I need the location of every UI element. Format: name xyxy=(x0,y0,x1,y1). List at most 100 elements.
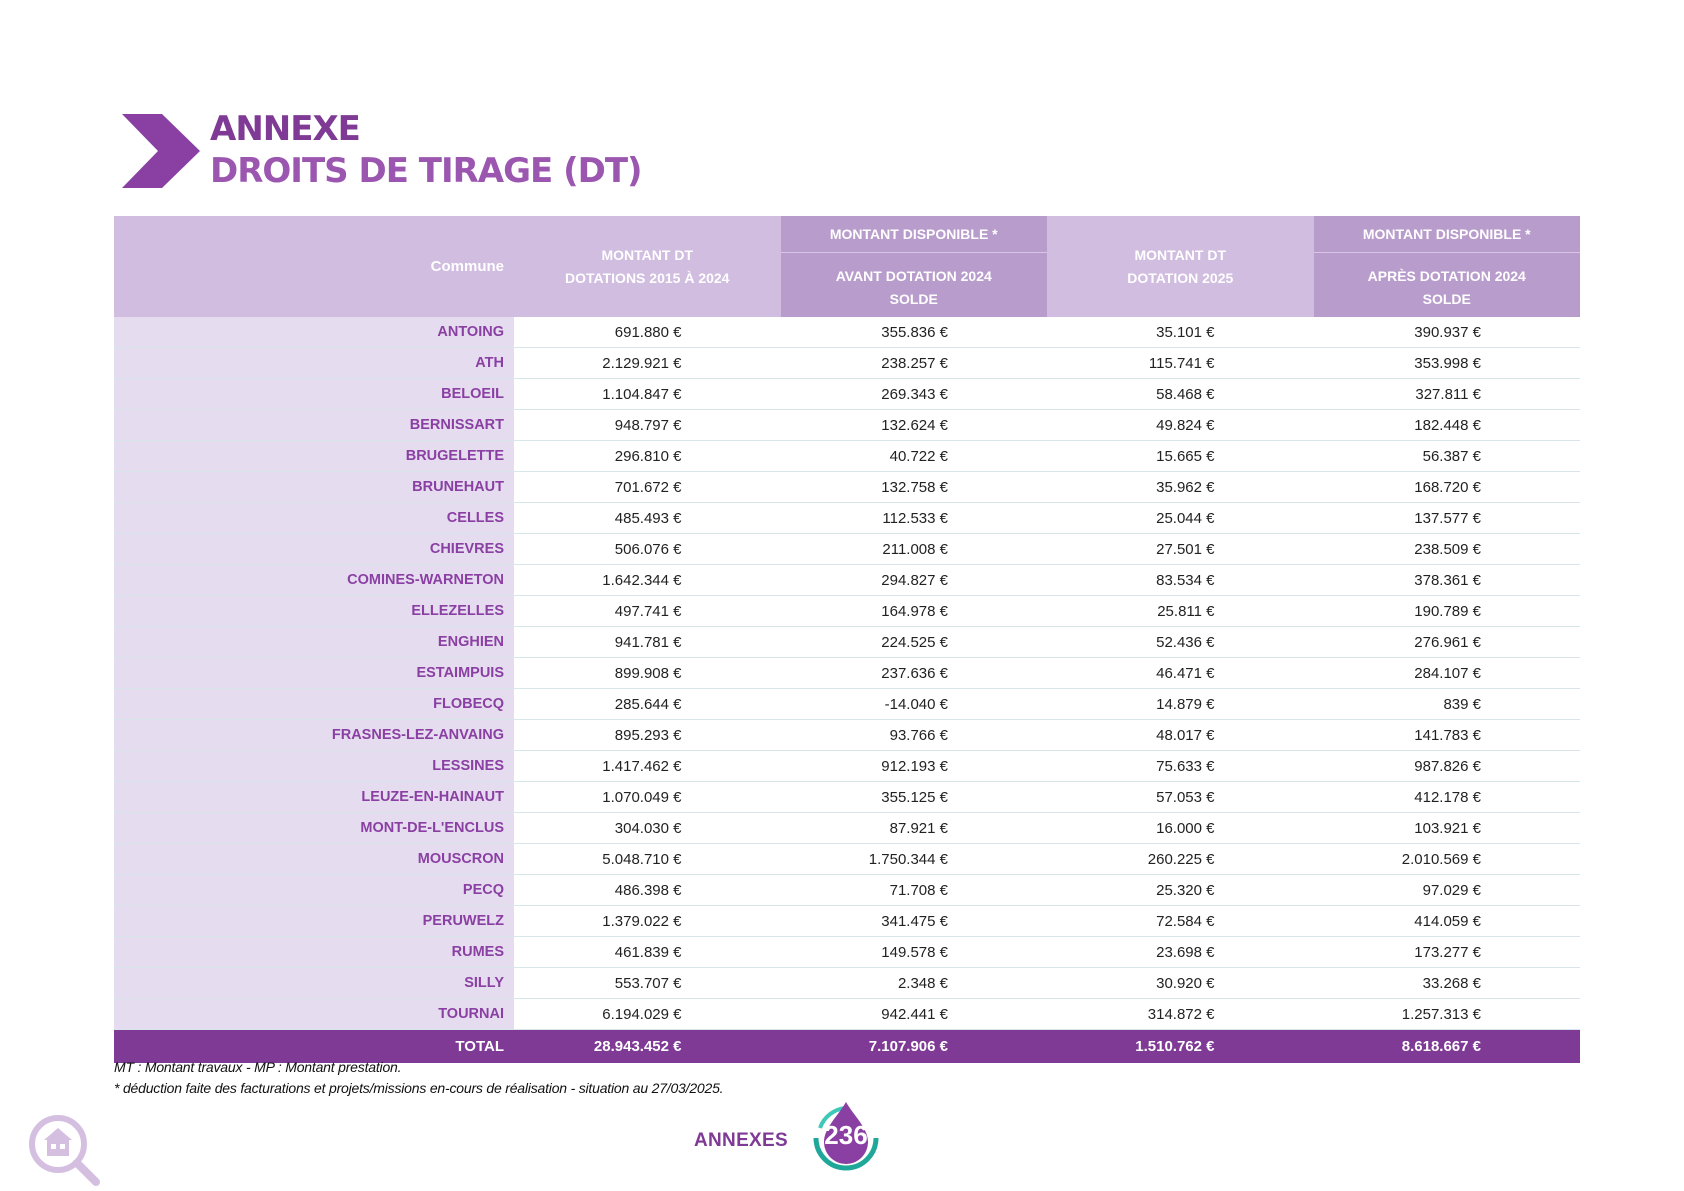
table-row: PECQ 486.398 €71.708 €25.320 €97.029 € xyxy=(114,874,1580,906)
amount-cell: 1.417.462 € xyxy=(514,750,781,782)
amount-cell: 72.584 € xyxy=(1047,905,1314,937)
amount-cell: 341.475 € xyxy=(780,905,1047,937)
amount-cell: 132.624 € xyxy=(780,409,1047,441)
commune-name: ATH xyxy=(114,347,514,379)
table-body: ANTOING 691.880 €355.836 €35.101 €390.937… xyxy=(114,317,1580,1030)
table-row: ANTOING 691.880 €355.836 €35.101 €390.937… xyxy=(114,317,1580,348)
amount-cell: 353.998 € xyxy=(1313,347,1580,379)
commune-name: ESTAIMPUIS xyxy=(114,657,514,689)
amount-cell: 912.193 € xyxy=(780,750,1047,782)
amount-cell: 173.277 € xyxy=(1313,936,1580,968)
commune-name: PERUWELZ xyxy=(114,905,514,937)
header-commune: Commune xyxy=(114,216,514,317)
amount-cell: 15.665 € xyxy=(1047,440,1314,472)
title-line-1: ANNEXE xyxy=(210,109,361,149)
amount-cell: 224.525 € xyxy=(780,626,1047,658)
table-row: LESSINES 1.417.462 €912.193 €75.633 €987.… xyxy=(114,750,1580,782)
amount-cell: 25.044 € xyxy=(1047,502,1314,534)
header-col2-top: MONTANT DISPONIBLE * xyxy=(780,216,1047,253)
amount-cell: 461.839 € xyxy=(514,936,781,968)
amount-cell: 14.879 € xyxy=(1047,688,1314,720)
amount-cell: 412.178 € xyxy=(1313,781,1580,813)
amount-cell: 5.048.710 € xyxy=(514,843,781,875)
amount-cell: 49.824 € xyxy=(1047,409,1314,441)
commune-name: COMINES-WARNETON xyxy=(114,564,514,596)
amount-cell: 276.961 € xyxy=(1313,626,1580,658)
total-row: TOTAL 28.943.452 € 7.107.906 € 1.510.762… xyxy=(114,1029,1580,1063)
amount-cell: 260.225 € xyxy=(1047,843,1314,875)
commune-name: CELLES xyxy=(114,502,514,534)
commune-name: TOURNAI xyxy=(114,998,514,1030)
amount-cell: 486.398 € xyxy=(514,874,781,906)
amount-cell: 285.644 € xyxy=(514,688,781,720)
amount-cell: 182.448 € xyxy=(1313,409,1580,441)
commune-name: ENGHIEN xyxy=(114,626,514,658)
table-row: MONT-DE-L'ENCLUS 304.030 €87.921 €16.000 … xyxy=(114,812,1580,844)
commune-name: BRUNEHAUT xyxy=(114,471,514,503)
amount-cell: 58.468 € xyxy=(1047,378,1314,410)
amount-cell: 294.827 € xyxy=(780,564,1047,596)
page-number: 236 xyxy=(824,1120,868,1150)
table-row: FRASNES-LEZ-ANVAING 895.293 €93.766 €48.0… xyxy=(114,719,1580,751)
table-row: ELLEZELLES 497.741 €164.978 €25.811 €190.… xyxy=(114,595,1580,627)
footnotes: MT : Montant travaux - MP : Montant pres… xyxy=(114,1057,724,1099)
header-col1: MONTANT DT DOTATIONS 2015 À 2024 xyxy=(514,216,781,317)
total-col2: 7.107.906 € xyxy=(780,1029,1047,1063)
table-row: COMINES-WARNETON 1.642.344 €294.827 €83.5… xyxy=(114,564,1580,596)
total-col1: 28.943.452 € xyxy=(514,1029,781,1063)
commune-name: ANTOING xyxy=(114,317,514,348)
table-row: CHIEVRES 506.076 €211.008 €27.501 €238.50… xyxy=(114,533,1580,565)
amount-cell: 899.908 € xyxy=(514,657,781,689)
commune-name: MOUSCRON xyxy=(114,843,514,875)
header-col2: AVANT DOTATION 2024 SOLDE xyxy=(780,252,1047,317)
amount-cell: 691.880 € xyxy=(514,317,781,348)
table-row: BRUNEHAUT 701.672 €132.758 €35.962 €168.7… xyxy=(114,471,1580,503)
amount-cell: 839 € xyxy=(1313,688,1580,720)
amount-cell: 137.577 € xyxy=(1313,502,1580,534)
amount-cell: 164.978 € xyxy=(780,595,1047,627)
home-search-icon[interactable] xyxy=(26,1112,102,1188)
commune-name: RUMES xyxy=(114,936,514,968)
table-row: ESTAIMPUIS 899.908 €237.636 €46.471 €284.… xyxy=(114,657,1580,689)
amount-cell: 75.633 € xyxy=(1047,750,1314,782)
amount-cell: 553.707 € xyxy=(514,967,781,999)
header-col3: MONTANT DT DOTATION 2025 xyxy=(1047,216,1314,317)
amount-cell: 27.501 € xyxy=(1047,533,1314,565)
table-row: BELOEIL 1.104.847 €269.343 €58.468 €327.8… xyxy=(114,378,1580,410)
amount-cell: 948.797 € xyxy=(514,409,781,441)
amount-cell: 211.008 € xyxy=(780,533,1047,565)
amount-cell: 506.076 € xyxy=(514,533,781,565)
amount-cell: 23.698 € xyxy=(1047,936,1314,968)
chevron-right-icon xyxy=(122,114,200,188)
amount-cell: 701.672 € xyxy=(514,471,781,503)
amount-cell: 237.636 € xyxy=(780,657,1047,689)
amount-cell: 414.059 € xyxy=(1313,905,1580,937)
commune-name: ELLEZELLES xyxy=(114,595,514,627)
amount-cell: 2.129.921 € xyxy=(514,347,781,379)
table-row: BRUGELETTE 296.810 €40.722 €15.665 €56.38… xyxy=(114,440,1580,472)
amount-cell: 269.343 € xyxy=(780,378,1047,410)
footnote-deduction: * déduction faite des facturations et pr… xyxy=(114,1080,724,1096)
header-col4-top: MONTANT DISPONIBLE * xyxy=(1313,216,1580,253)
amount-cell: 327.811 € xyxy=(1313,378,1580,410)
amount-cell: 1.379.022 € xyxy=(514,905,781,937)
table-row: FLOBECQ 285.644 € -14.040 €14.879 €839 € xyxy=(114,688,1580,720)
commune-name: PECQ xyxy=(114,874,514,906)
table-row: BERNISSART 948.797 €132.624 €49.824 €182.… xyxy=(114,409,1580,441)
amount-cell: 2.010.569 € xyxy=(1313,843,1580,875)
total-col4: 8.618.667 € xyxy=(1313,1029,1580,1063)
amount-cell: 93.766 € xyxy=(780,719,1047,751)
amount-cell: 238.509 € xyxy=(1313,533,1580,565)
amount-cell: 141.783 € xyxy=(1313,719,1580,751)
amount-cell: 56.387 € xyxy=(1313,440,1580,472)
amount-cell: 941.781 € xyxy=(514,626,781,658)
amount-cell: 71.708 € xyxy=(780,874,1047,906)
amount-cell: 30.920 € xyxy=(1047,967,1314,999)
amount-cell: 1.257.313 € xyxy=(1313,998,1580,1030)
amount-cell: 355.125 € xyxy=(780,781,1047,813)
amount-cell: 149.578 € xyxy=(780,936,1047,968)
amount-cell: 46.471 € xyxy=(1047,657,1314,689)
amount-cell: 25.320 € xyxy=(1047,874,1314,906)
commune-name: BELOEIL xyxy=(114,378,514,410)
amount-cell: 895.293 € xyxy=(514,719,781,751)
